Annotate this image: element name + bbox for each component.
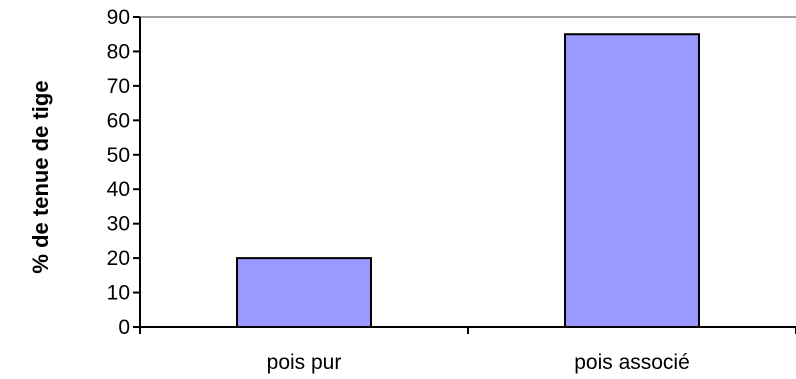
y-tick-label-80: 80 [107, 40, 130, 63]
x-tick-label-0: pois pur [267, 351, 342, 374]
y-tick-label-0: 0 [118, 316, 130, 339]
y-tick-label-30: 30 [107, 213, 130, 236]
y-tick-label-70: 70 [107, 75, 130, 98]
x-tick-label-1: pois associé [574, 351, 690, 374]
bar-0 [236, 257, 372, 328]
y-tick-label-50: 50 [107, 144, 130, 167]
y-tick-label-90: 90 [107, 6, 130, 29]
plot-area: 0 10 20 30 40 50 60 70 80 90 pois pur pois associé [107, 6, 796, 374]
y-axis-title: % de tenue de tige [28, 80, 53, 273]
y-tick-label-10: 10 [107, 282, 130, 305]
y-tick-label-40: 40 [107, 178, 130, 201]
y-tick-label-20: 20 [107, 247, 130, 270]
y-tick-label-60: 60 [107, 109, 130, 132]
bar-1 [564, 33, 700, 328]
